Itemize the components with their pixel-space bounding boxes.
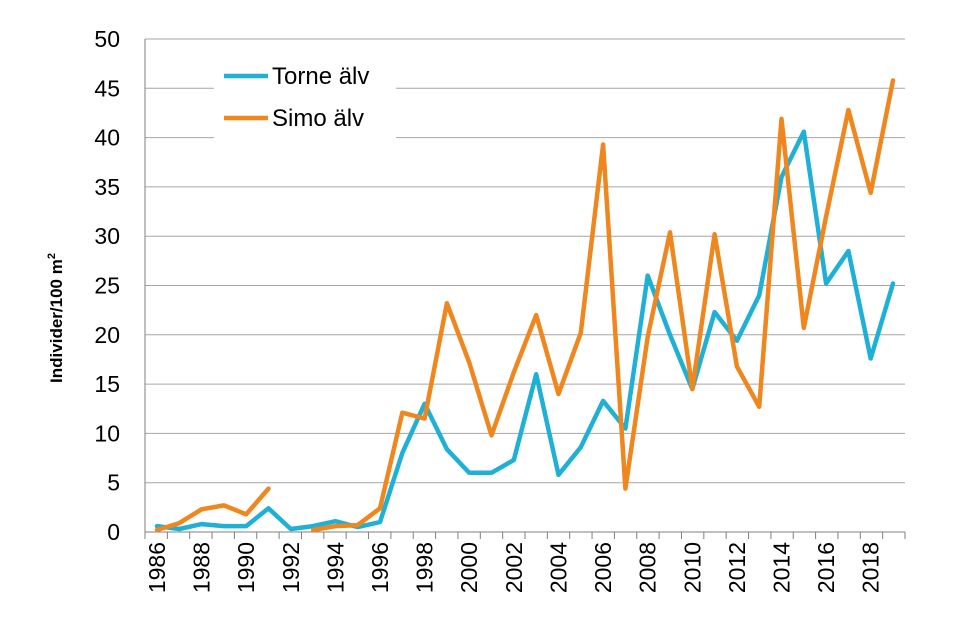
- x-tick-label: 2008: [635, 542, 661, 593]
- x-tick-label: 2012: [724, 542, 750, 593]
- legend-label: Torne älv: [272, 63, 369, 90]
- x-tick-label: 1988: [189, 542, 215, 593]
- data-series: [154, 78, 896, 533]
- x-tick-label: 2018: [858, 542, 884, 593]
- x-tick-label: 2002: [501, 542, 527, 593]
- x-axis: 1986 1988 1990 1992 1994 1996 1998 2000 2002 2004…: [144, 39, 906, 593]
- legend-box: [214, 55, 396, 140]
- y-tick-label: 0: [107, 519, 120, 545]
- x-tick-label: 2000: [456, 542, 482, 593]
- y-tick-label: 10: [94, 420, 120, 446]
- legend-label: Simo älv: [272, 105, 364, 132]
- x-tick-label: 1994: [322, 542, 348, 593]
- gridlines: [145, 38, 905, 533]
- x-tick-label: 2006: [590, 542, 616, 593]
- y-tick-label: 5: [107, 470, 120, 496]
- series-line-1: [154, 78, 896, 533]
- legend: Torne älv Simo älv: [214, 55, 396, 140]
- y-tick-label: 35: [94, 174, 120, 200]
- x-tick-label: 2016: [813, 542, 839, 593]
- y-tick-label: 15: [94, 371, 120, 397]
- y-tick-label: 50: [94, 26, 120, 52]
- y-tick-label: 45: [94, 75, 120, 101]
- x-tick-label: 1986: [144, 542, 170, 593]
- x-tick-label: 2004: [545, 542, 571, 593]
- series-line-0: [154, 129, 896, 532]
- x-tick-label: 1998: [412, 542, 438, 593]
- y-tick-label: 40: [94, 125, 120, 151]
- y-tick-label: 20: [94, 322, 120, 348]
- y-axis-tick-labels: 0 5 10 15 20 25 30 35 40 45 50: [94, 26, 120, 545]
- x-tick-label: 2014: [768, 542, 794, 593]
- x-tick-label: 1990: [233, 542, 259, 593]
- y-tick-label: 25: [94, 273, 120, 299]
- x-tick-label: 1992: [278, 542, 304, 593]
- y-tick-label: 30: [94, 223, 120, 249]
- y-axis-label: Individer/100 m2: [46, 253, 66, 383]
- x-tick-label: 1996: [367, 542, 393, 593]
- x-tick-label: 2010: [679, 542, 705, 593]
